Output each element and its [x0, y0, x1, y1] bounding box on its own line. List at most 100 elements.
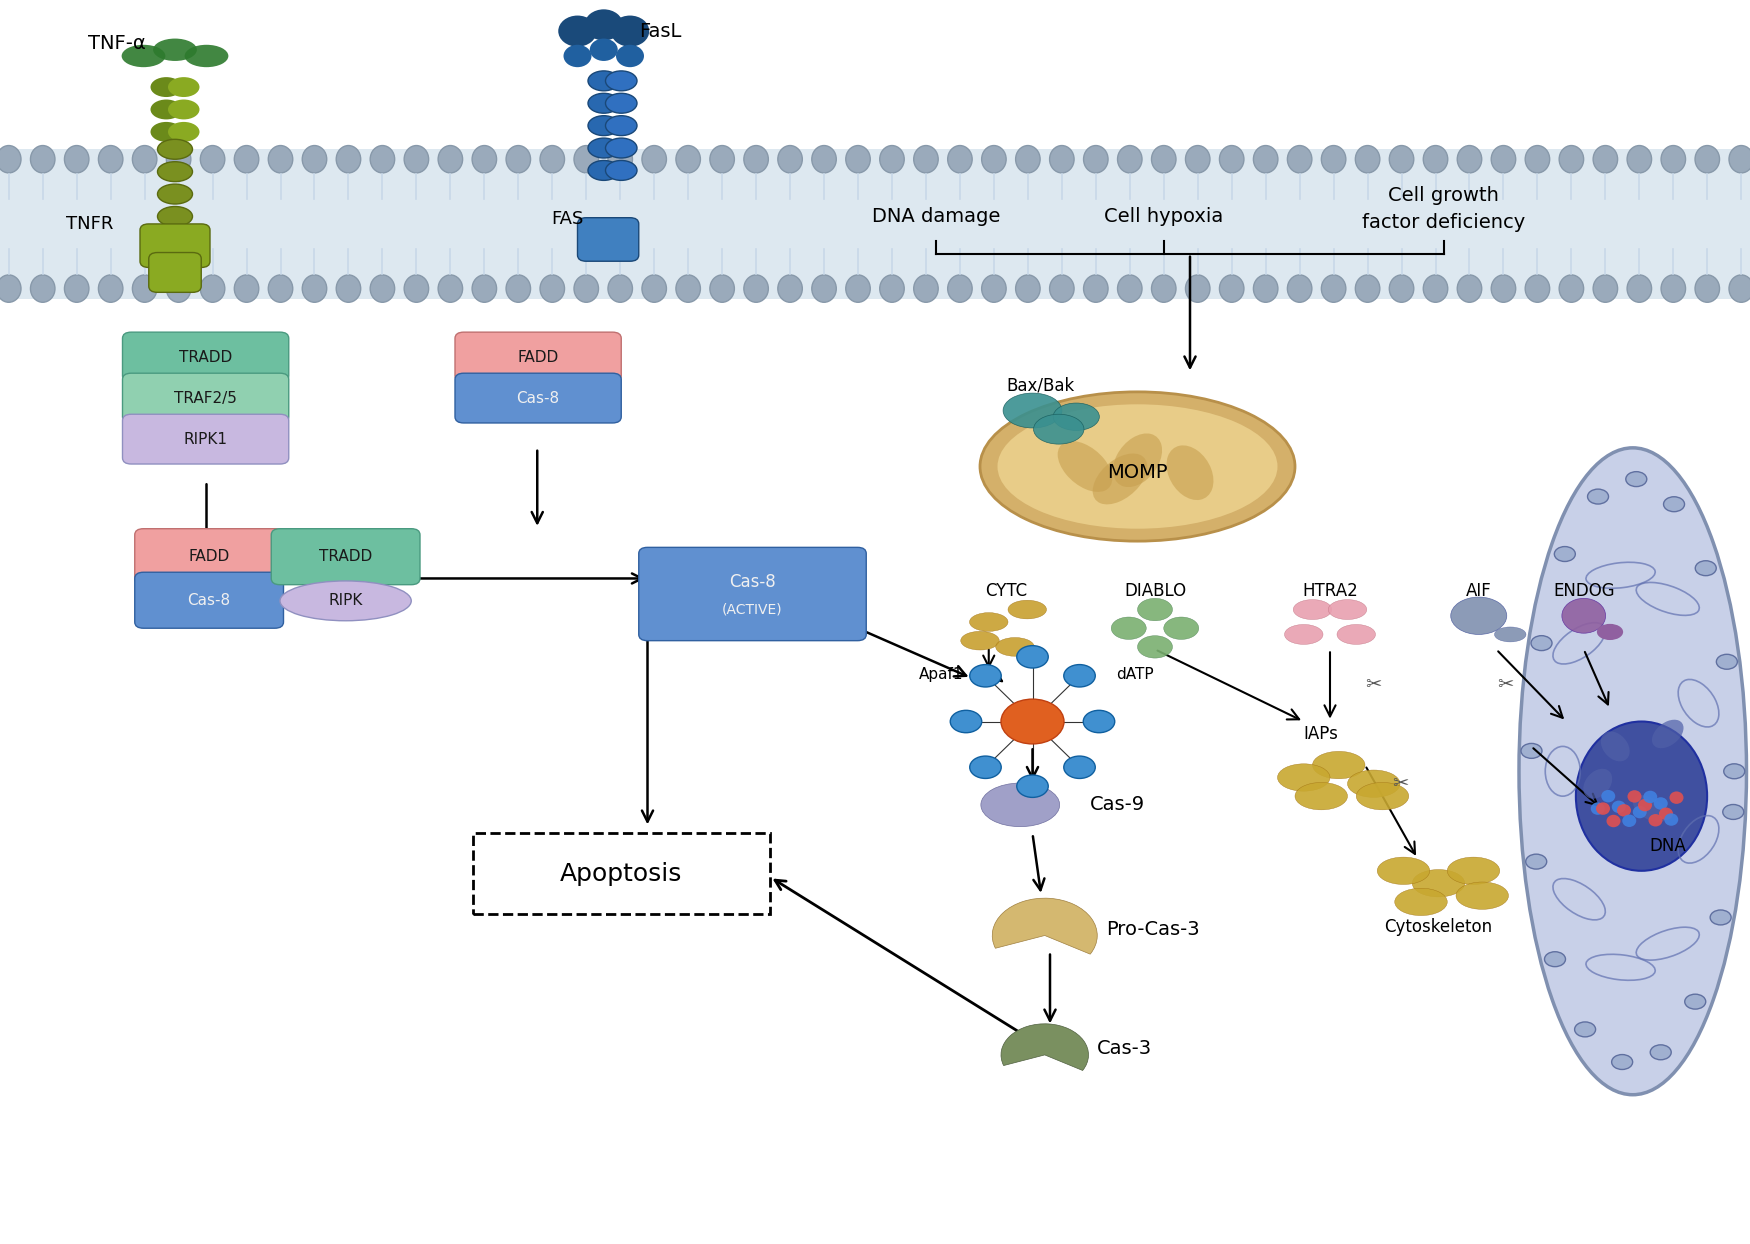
- Ellipse shape: [1661, 146, 1685, 173]
- Ellipse shape: [676, 146, 700, 173]
- Ellipse shape: [1670, 791, 1684, 804]
- Text: TRADD: TRADD: [178, 350, 233, 364]
- Ellipse shape: [1423, 146, 1447, 173]
- Ellipse shape: [98, 275, 123, 302]
- Ellipse shape: [1612, 801, 1626, 814]
- Ellipse shape: [1377, 857, 1430, 884]
- Ellipse shape: [336, 146, 360, 173]
- Ellipse shape: [1456, 882, 1508, 909]
- Ellipse shape: [1601, 731, 1629, 761]
- Ellipse shape: [1526, 146, 1550, 173]
- Ellipse shape: [1395, 888, 1447, 916]
- Ellipse shape: [158, 162, 192, 182]
- Ellipse shape: [1152, 275, 1176, 302]
- Ellipse shape: [268, 275, 292, 302]
- Ellipse shape: [1617, 804, 1631, 816]
- Ellipse shape: [1118, 146, 1143, 173]
- Ellipse shape: [1111, 617, 1146, 639]
- Text: ✂: ✂: [1365, 674, 1382, 694]
- Ellipse shape: [158, 139, 192, 159]
- Ellipse shape: [1220, 146, 1244, 173]
- Ellipse shape: [1288, 146, 1312, 173]
- Ellipse shape: [558, 16, 597, 47]
- Ellipse shape: [1648, 814, 1662, 826]
- Ellipse shape: [200, 275, 224, 302]
- Ellipse shape: [1491, 275, 1516, 302]
- Circle shape: [950, 710, 982, 733]
- Ellipse shape: [1598, 624, 1624, 639]
- Ellipse shape: [150, 77, 182, 97]
- Wedge shape: [1001, 1024, 1088, 1070]
- FancyBboxPatch shape: [473, 833, 770, 914]
- Ellipse shape: [574, 146, 598, 173]
- Ellipse shape: [588, 138, 619, 158]
- Ellipse shape: [1559, 146, 1584, 173]
- Ellipse shape: [1638, 799, 1652, 811]
- Ellipse shape: [777, 275, 802, 302]
- Circle shape: [1587, 489, 1608, 504]
- Text: Cas-3: Cas-3: [1097, 1039, 1153, 1059]
- Circle shape: [1575, 1021, 1596, 1036]
- Text: FADD: FADD: [518, 350, 558, 364]
- Ellipse shape: [234, 275, 259, 302]
- Ellipse shape: [1729, 275, 1750, 302]
- Text: Cytoskeleton: Cytoskeleton: [1384, 918, 1493, 935]
- Ellipse shape: [1458, 275, 1482, 302]
- Ellipse shape: [1458, 146, 1482, 173]
- Ellipse shape: [1083, 275, 1108, 302]
- Ellipse shape: [506, 275, 530, 302]
- Ellipse shape: [588, 93, 619, 113]
- Ellipse shape: [1633, 795, 1668, 822]
- Ellipse shape: [150, 122, 182, 142]
- Circle shape: [1017, 775, 1048, 797]
- Ellipse shape: [606, 71, 637, 91]
- Ellipse shape: [1447, 857, 1500, 884]
- Ellipse shape: [1412, 870, 1465, 897]
- Ellipse shape: [1113, 433, 1162, 488]
- Ellipse shape: [584, 9, 623, 41]
- FancyBboxPatch shape: [140, 224, 210, 267]
- Ellipse shape: [1354, 146, 1379, 173]
- Ellipse shape: [1220, 275, 1244, 302]
- Ellipse shape: [1526, 275, 1550, 302]
- Circle shape: [1612, 1055, 1633, 1070]
- Ellipse shape: [158, 184, 192, 204]
- Ellipse shape: [1138, 636, 1172, 658]
- Text: TNFR: TNFR: [66, 215, 114, 233]
- Ellipse shape: [1661, 275, 1685, 302]
- Ellipse shape: [949, 146, 973, 173]
- Ellipse shape: [158, 207, 192, 226]
- Text: Apoptosis: Apoptosis: [560, 862, 682, 886]
- Ellipse shape: [611, 16, 649, 47]
- Ellipse shape: [1050, 275, 1074, 302]
- Circle shape: [1717, 654, 1738, 669]
- Ellipse shape: [1592, 275, 1617, 302]
- Ellipse shape: [1337, 624, 1376, 644]
- Ellipse shape: [616, 45, 644, 67]
- Ellipse shape: [1293, 600, 1332, 620]
- Ellipse shape: [1312, 751, 1365, 779]
- Ellipse shape: [1152, 146, 1176, 173]
- Text: ENDOG: ENDOG: [1552, 582, 1615, 600]
- Ellipse shape: [1164, 617, 1199, 639]
- Text: Bax/Bak: Bax/Bak: [1006, 377, 1074, 394]
- Ellipse shape: [371, 146, 396, 173]
- Ellipse shape: [133, 275, 158, 302]
- Text: Cell hypoxia: Cell hypoxia: [1104, 207, 1223, 226]
- Text: TRAF2/5: TRAF2/5: [175, 391, 236, 406]
- Ellipse shape: [1596, 802, 1610, 815]
- Ellipse shape: [744, 275, 768, 302]
- Text: TNF-α: TNF-α: [88, 34, 145, 53]
- Ellipse shape: [1696, 146, 1720, 173]
- Ellipse shape: [588, 160, 619, 180]
- Ellipse shape: [845, 275, 870, 302]
- Ellipse shape: [280, 581, 411, 621]
- Ellipse shape: [1288, 275, 1312, 302]
- Text: HTRA2: HTRA2: [1302, 582, 1358, 600]
- Ellipse shape: [970, 612, 1008, 632]
- Circle shape: [1083, 710, 1115, 733]
- Ellipse shape: [0, 146, 21, 173]
- Text: FAS: FAS: [551, 210, 584, 228]
- Ellipse shape: [1321, 275, 1346, 302]
- Ellipse shape: [1295, 782, 1348, 810]
